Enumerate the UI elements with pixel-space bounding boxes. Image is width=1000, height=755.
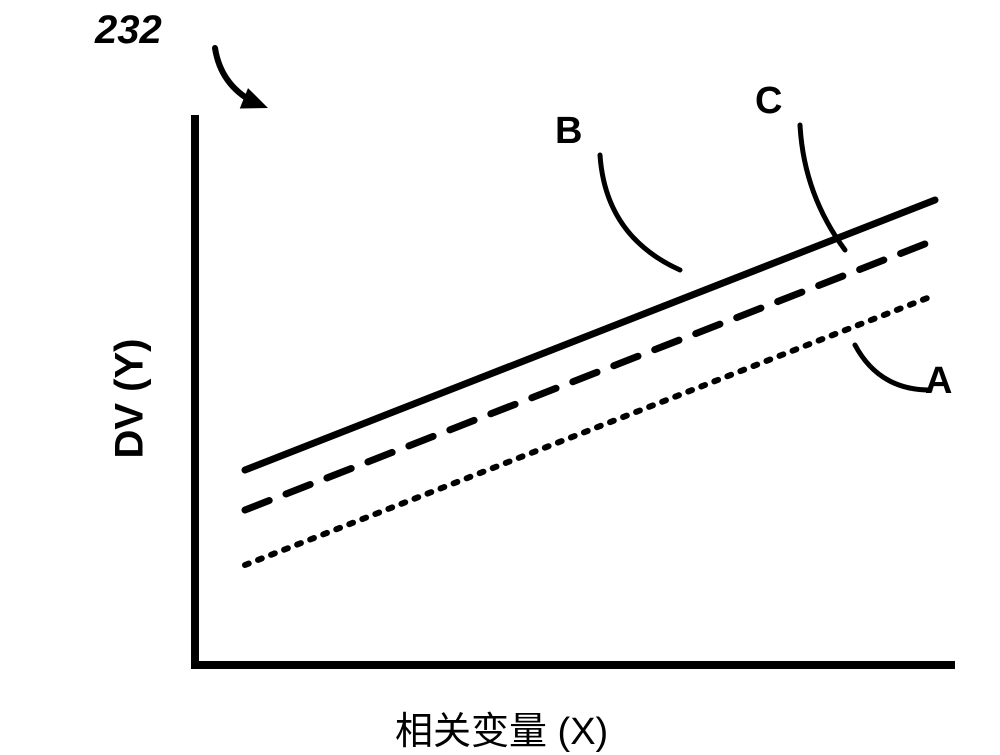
x-axis-label: 相关变量 (X) [395, 700, 608, 755]
y-axis-label: DV (Y) [108, 339, 153, 459]
series-label-b: B [555, 110, 582, 153]
series-label-c: C [755, 80, 782, 123]
axes-path [195, 115, 955, 665]
leader-b [600, 155, 680, 270]
leader-a [855, 345, 930, 390]
leader-c [800, 125, 845, 250]
series-line-c [245, 240, 935, 510]
series-label-a: A [925, 360, 952, 403]
